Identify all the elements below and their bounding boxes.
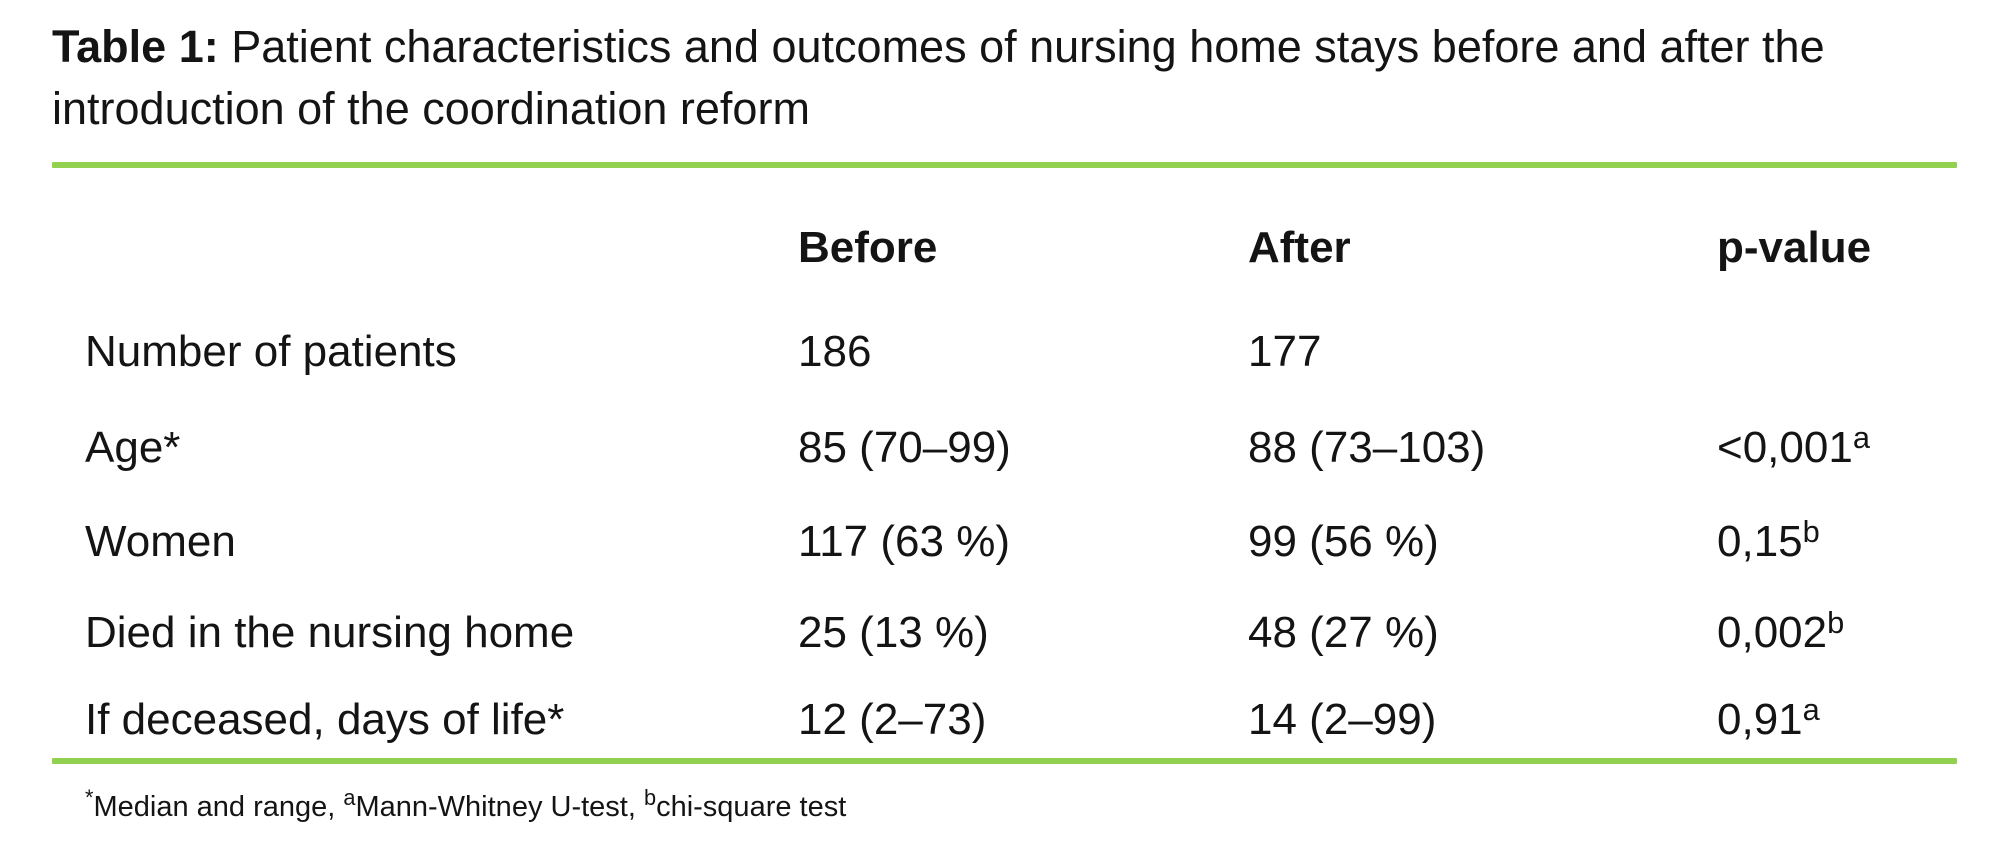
header-stub-cell xyxy=(52,224,798,272)
cell-p-value: 0,91a xyxy=(1717,692,1820,744)
table-caption: Table 1: Patient characteristics and out… xyxy=(52,16,1932,140)
row-label: Age* xyxy=(85,423,181,472)
divider-top xyxy=(52,162,1957,168)
p-value-superscript: a xyxy=(1802,692,1820,728)
table-row: Number of patients 186 177 xyxy=(52,328,1957,376)
p-value-superscript: b xyxy=(1827,605,1845,641)
table-header-row: Before After p-value xyxy=(52,224,1957,272)
cell-p-value xyxy=(1717,328,1957,376)
footnote-marker-a: a xyxy=(343,785,356,811)
row-label: Died in the nursing home xyxy=(85,608,575,657)
p-value-superscript: a xyxy=(1852,420,1870,456)
cell-after: 14 (2–99) xyxy=(1248,695,1437,744)
table-row: Died in the nursing home 25 (13 %) 48 (2… xyxy=(52,605,1957,661)
cell-before: 186 xyxy=(798,327,872,376)
row-label: Women xyxy=(85,517,236,566)
row-label: If deceased, days of life* xyxy=(85,695,565,744)
table-number: Table 1: xyxy=(52,21,219,72)
table-row: Age* 85 (70–99) 88 (73–103) <0,001a xyxy=(52,420,1957,476)
footnote-text: Mann-Whitney U-test, xyxy=(355,791,644,823)
row-label: Number of patients xyxy=(85,327,457,376)
divider-bottom xyxy=(52,758,1957,764)
table-row: Women 117 (63 %) 99 (56 %) 0,15b xyxy=(52,514,1957,570)
cell-p-value: 0,002b xyxy=(1717,605,1845,657)
cell-before: 25 (13 %) xyxy=(798,608,989,657)
column-header-after: After xyxy=(1248,223,1351,272)
cell-before: 85 (70–99) xyxy=(798,423,1011,472)
cell-before: 117 (63 %) xyxy=(798,517,1010,566)
cell-p-value: 0,15b xyxy=(1717,514,1820,566)
footnote-text: chi-square test xyxy=(656,791,847,823)
table-row: If deceased, days of life* 12 (2–73) 14 … xyxy=(52,692,1957,748)
footnote-marker-b: b xyxy=(643,785,657,811)
cell-after: 99 (56 %) xyxy=(1248,517,1439,566)
column-header-before: Before xyxy=(798,223,938,272)
cell-before: 12 (2–73) xyxy=(798,695,987,744)
column-header-p-value: p-value xyxy=(1717,223,1872,272)
footnote-text: Median and range, xyxy=(93,791,344,823)
table-footnote: *Median and range, aMann-Whitney U-test,… xyxy=(85,785,847,828)
cell-after: 48 (27 %) xyxy=(1248,608,1439,657)
cell-after: 177 xyxy=(1248,327,1322,376)
footnote-marker-asterisk: * xyxy=(85,785,94,811)
cell-after: 88 (73–103) xyxy=(1248,423,1486,472)
table-caption-text: Patient characteristics and outcomes of … xyxy=(52,21,1825,134)
cell-p-value: <0,001a xyxy=(1717,420,1870,472)
p-value-superscript: b xyxy=(1802,514,1820,550)
